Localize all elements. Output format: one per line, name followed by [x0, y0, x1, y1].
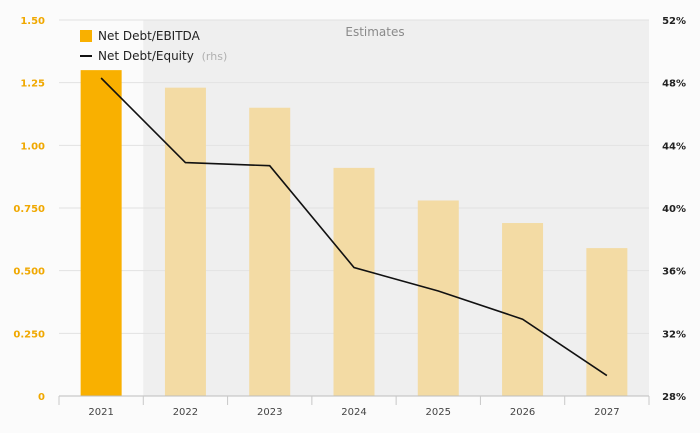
bar-2021: [80, 70, 122, 396]
left-y-axis: 0 0.250 0.500 0.750 1.00 1.25 1.50: [13, 16, 45, 403]
x-tick-label-2027: 2027: [594, 407, 619, 418]
x-tick-label-2026: 2026: [510, 407, 535, 418]
legend-rhs-suffix: (rhs): [202, 50, 228, 63]
bar-2025: [417, 200, 459, 396]
left-tick-label: 0.500: [13, 267, 45, 278]
right-tick-label: 48%: [662, 79, 686, 90]
right-tick-label: 44%: [662, 141, 686, 152]
right-tick-label: 36%: [662, 267, 686, 278]
x-tick-label-2023: 2023: [257, 407, 282, 418]
estimates-label: Estimates: [345, 25, 404, 39]
bar-2027: [586, 248, 628, 396]
bar-2026: [502, 223, 544, 396]
left-tick-label: 1.00: [20, 141, 45, 152]
left-tick-label: 0: [38, 392, 45, 403]
legend-label-net-debt-ebitda: Net Debt/EBITDA: [98, 29, 201, 43]
bars: [80, 70, 628, 397]
right-y-axis: 28% 32% 36% 40% 44% 48% 52%: [662, 16, 686, 403]
left-tick-label: 0.750: [13, 204, 45, 215]
bar-2022: [164, 87, 206, 397]
x-tick-label-2025: 2025: [426, 407, 451, 418]
legend-label-net-debt-equity: Net Debt/Equity (rhs): [98, 49, 227, 63]
x-tick-label-2021: 2021: [88, 407, 113, 418]
x-axis: 2021 2022 2023 2024 2025 2026 2027: [58, 395, 650, 418]
right-tick-label: 52%: [662, 16, 686, 27]
bar-2024: [333, 167, 375, 396]
bar-2023: [249, 107, 291, 396]
legend-swatch-net-debt-ebitda: [80, 30, 92, 42]
legend: Net Debt/EBITDA Net Debt/Equity (rhs): [80, 29, 227, 63]
right-tick-label: 40%: [662, 204, 686, 215]
right-tick-label: 32%: [662, 329, 686, 340]
net-debt-equity-line: [100, 77, 608, 377]
x-tick-label-2024: 2024: [341, 407, 366, 418]
left-tick-label: 1.25: [20, 79, 45, 90]
x-tick-label-2022: 2022: [173, 407, 198, 418]
left-tick-label: 0.250: [13, 329, 45, 340]
right-tick-label: 28%: [662, 392, 686, 403]
left-tick-label: 1.50: [20, 16, 45, 27]
